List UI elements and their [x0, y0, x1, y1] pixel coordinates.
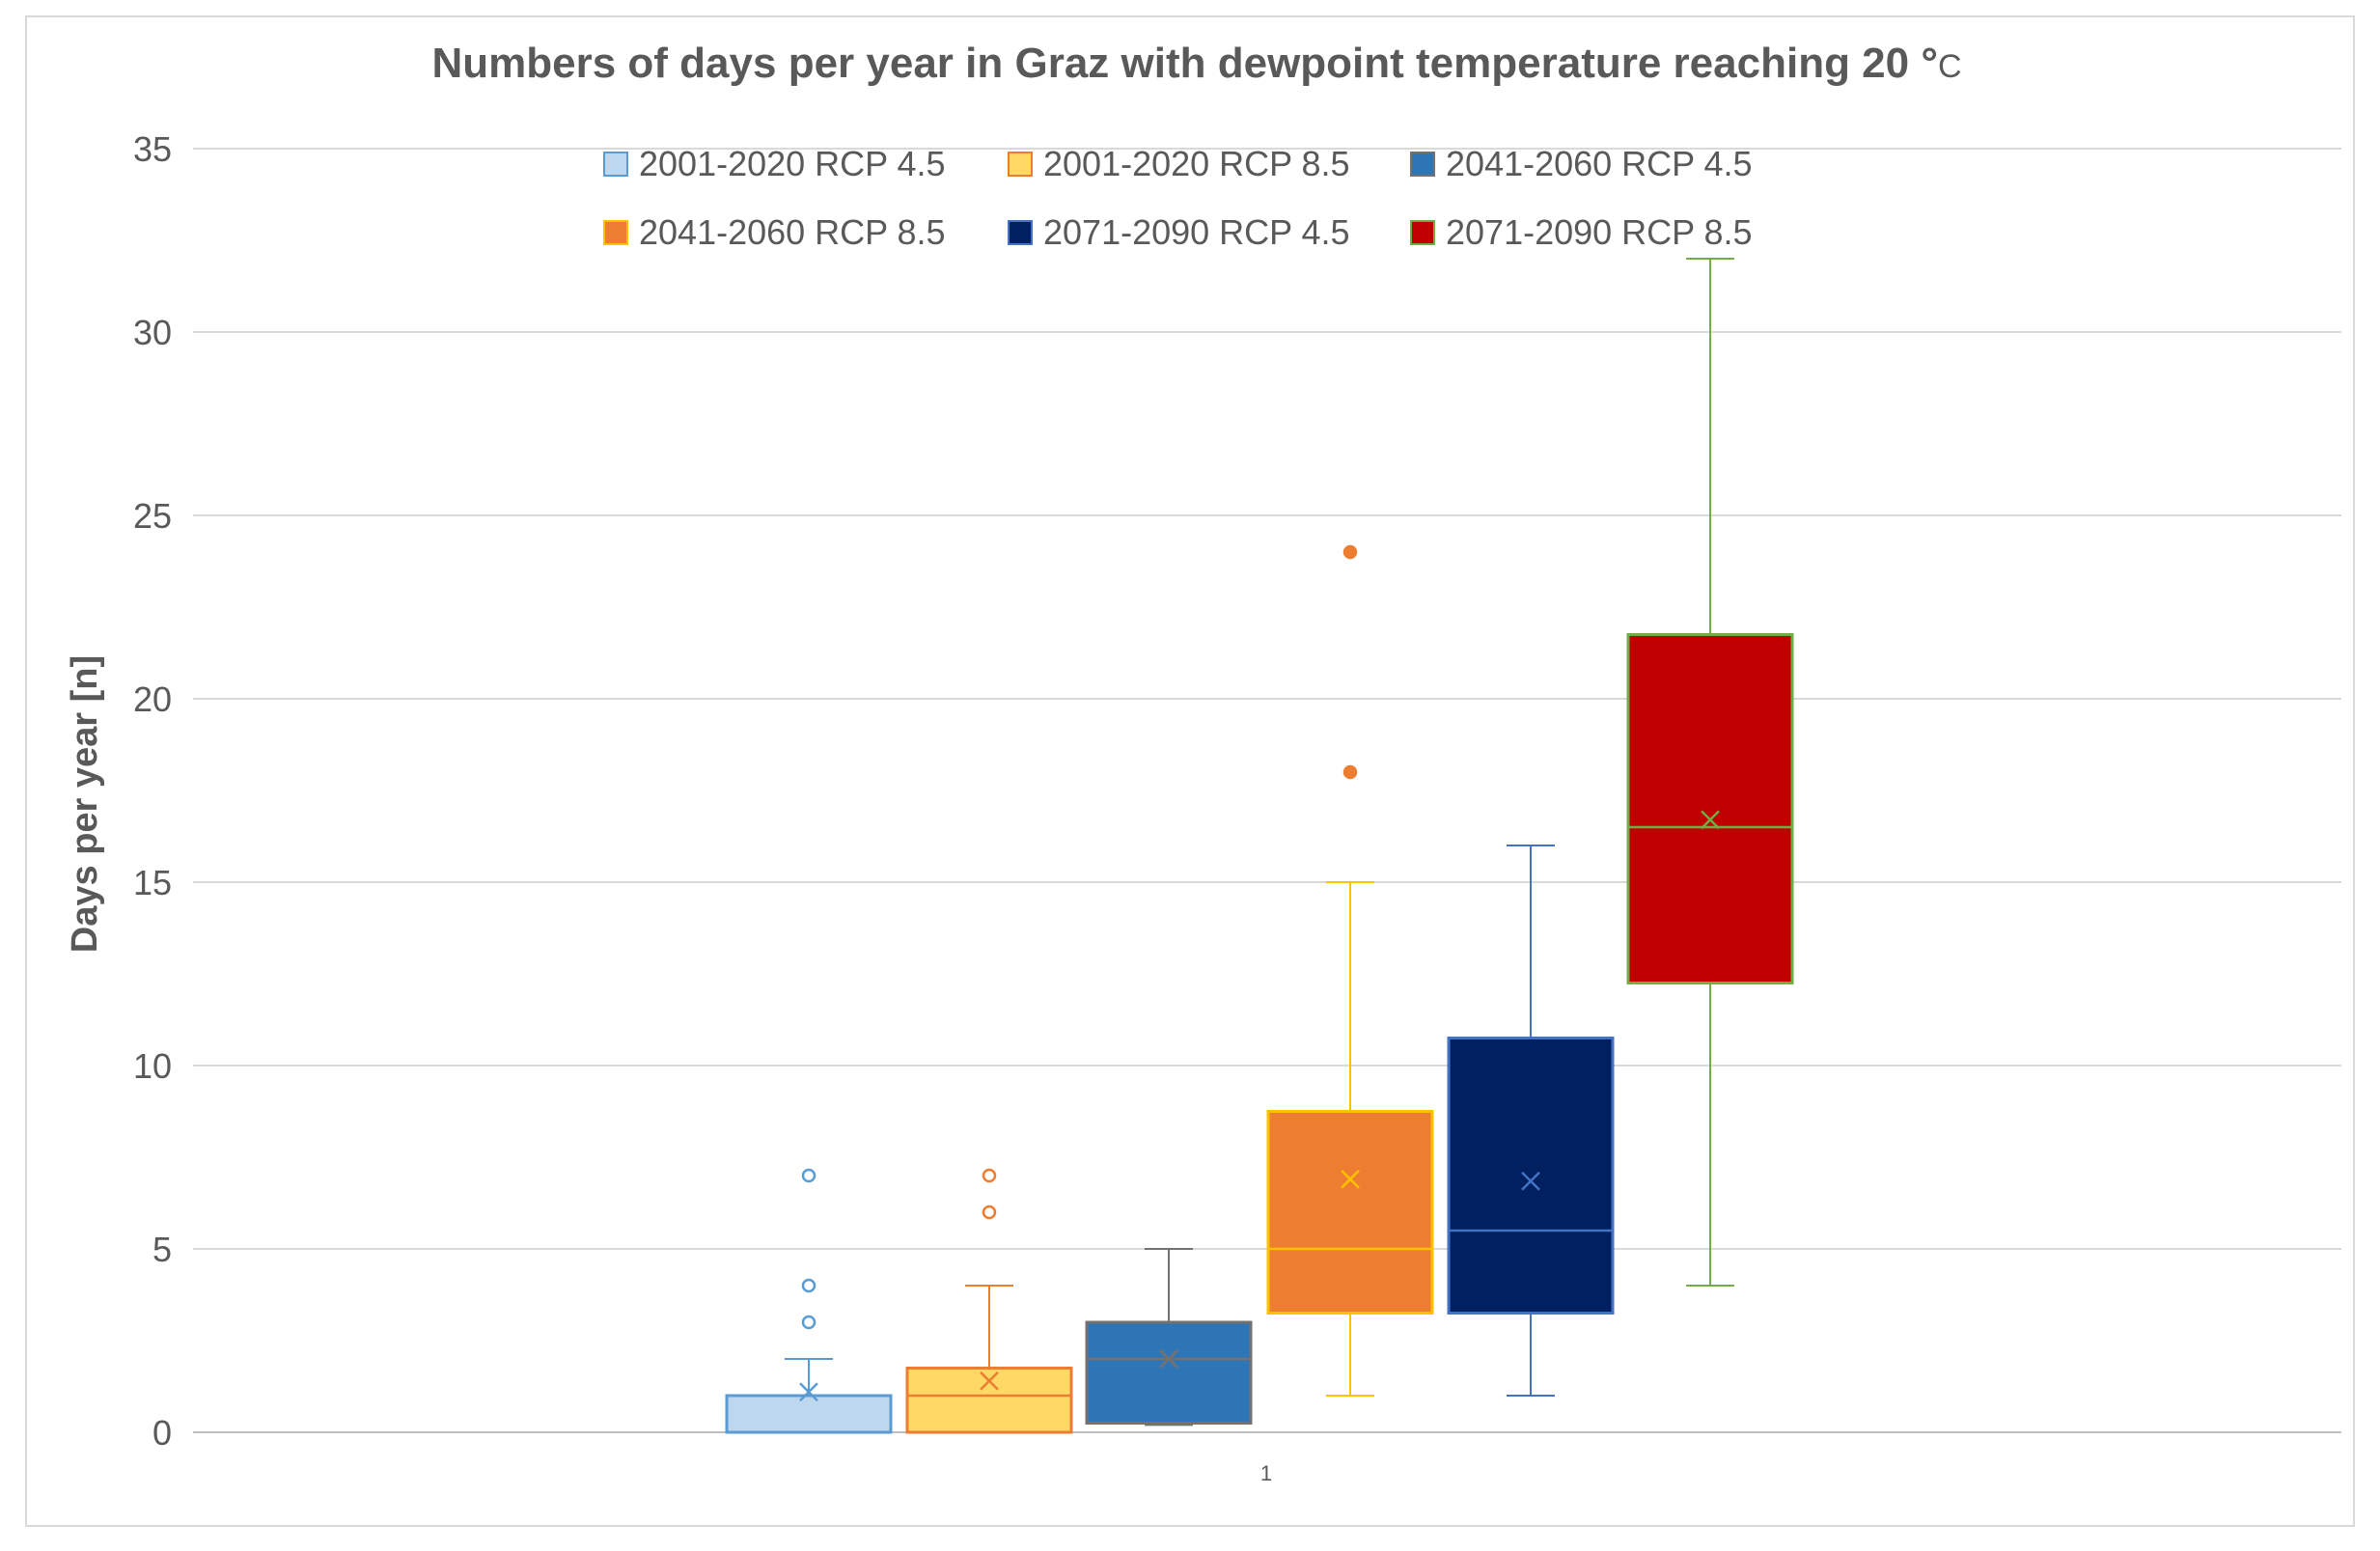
y-tick-label-5: 5 [152, 1230, 172, 1269]
mean-marker-stroke-b [799, 1382, 818, 1402]
box-4 [1266, 544, 1434, 1397]
box-6 [1626, 258, 1794, 1287]
mean-marker-stroke-b [1159, 1349, 1178, 1369]
mean-marker [1159, 1349, 1178, 1369]
box-5 [1447, 845, 1615, 1397]
mean-marker-stroke-b [1701, 810, 1720, 830]
legend-label: 2071-2090 RCP 4.5 [1043, 212, 1350, 252]
chart-title-unit: C [1938, 48, 1962, 85]
legend-swatch [1008, 152, 1033, 177]
box-iqr [1085, 1320, 1253, 1425]
legend-item-1: 2001-2020 RCP 4.5 [603, 144, 946, 183]
y-tick-label-35: 35 [133, 129, 172, 169]
box-iqr [905, 1367, 1073, 1434]
outlier-point [801, 1168, 816, 1183]
box-iqr [1626, 633, 1794, 984]
legend-swatch [603, 220, 628, 245]
mean-marker-stroke-b [1341, 1169, 1360, 1189]
outlier-point [982, 1205, 997, 1220]
mean-marker [980, 1371, 999, 1391]
box-iqr [725, 1394, 893, 1434]
legend-swatch [1008, 220, 1033, 245]
y-tick-label-20: 20 [133, 679, 172, 719]
chart-title: Numbers of days per year in Graz with de… [431, 40, 1961, 87]
y-tick-label-0: 0 [152, 1413, 172, 1453]
x-tick-label: 1 [1260, 1461, 1272, 1485]
box-2 [905, 1168, 1073, 1434]
box-1 [725, 1168, 893, 1434]
y-tick-label-15: 15 [133, 863, 172, 902]
chart-frame: Numbers of days per year in Graz with de… [25, 15, 2355, 1527]
outlier-point [1342, 544, 1358, 560]
outlier-point [982, 1168, 997, 1183]
outlier-point [1342, 764, 1358, 780]
legend-label: 2001-2020 RCP 4.5 [639, 144, 946, 183]
legend-item-4: 2041-2060 RCP 8.5 [603, 212, 946, 252]
legend-swatch [1410, 220, 1435, 245]
legend-label: 2071-2090 RCP 8.5 [1446, 212, 1753, 252]
y-tick-label-30: 30 [133, 313, 172, 352]
y-axis-label: Days per year [n] [65, 655, 105, 953]
mean-marker [1341, 1169, 1360, 1189]
outlier-point [801, 1278, 816, 1293]
box-iqr [1266, 1110, 1434, 1315]
y-tick-label-10: 10 [133, 1046, 172, 1086]
mean-marker-stroke-b [1521, 1171, 1540, 1191]
mean-marker [1521, 1171, 1540, 1191]
outlier-point [801, 1315, 816, 1330]
box-3 [1085, 1248, 1253, 1426]
legend-swatch [603, 152, 628, 177]
legend-swatch [1410, 152, 1435, 177]
legend-item-2: 2001-2020 RCP 8.5 [1008, 144, 1350, 183]
legend-label: 2001-2020 RCP 8.5 [1043, 144, 1350, 183]
mean-marker-stroke-b [980, 1371, 999, 1391]
y-tick-label-25: 25 [133, 496, 172, 536]
chart-title-text: Numbers of days per year in Graz with de… [431, 40, 1937, 87]
box-iqr [1447, 1037, 1615, 1315]
legend-item-5: 2071-2090 RCP 4.5 [1008, 212, 1350, 252]
legend-label: 2041-2060 RCP 4.5 [1446, 144, 1753, 183]
legend-label: 2041-2060 RCP 8.5 [639, 212, 946, 252]
legend-item-6: 2071-2090 RCP 8.5 [1410, 212, 1753, 252]
legend-item-3: 2041-2060 RCP 4.5 [1410, 144, 1753, 183]
mean-marker [1701, 810, 1720, 830]
boxplot-chart: Numbers of days per year in Graz with de… [65, 40, 2341, 1485]
mean-marker [799, 1382, 818, 1402]
